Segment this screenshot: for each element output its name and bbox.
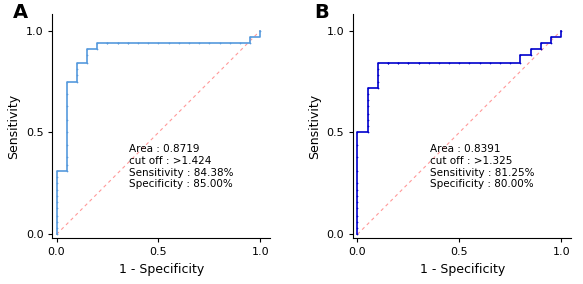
- Text: Area : 0.8391
cut off : >1.325
Sensitivity : 81.25%
Specificity : 80.00%: Area : 0.8391 cut off : >1.325 Sensitivi…: [430, 144, 534, 189]
- Y-axis label: Sensitivity: Sensitivity: [308, 94, 321, 159]
- Text: A: A: [13, 3, 29, 22]
- Text: B: B: [314, 3, 329, 22]
- X-axis label: 1 - Specificity: 1 - Specificity: [119, 263, 204, 276]
- Y-axis label: Sensitivity: Sensitivity: [7, 94, 20, 159]
- Text: Area : 0.8719
cut off : >1.424
Sensitivity : 84.38%
Specificity : 85.00%: Area : 0.8719 cut off : >1.424 Sensitivi…: [129, 144, 233, 189]
- X-axis label: 1 - Specificity: 1 - Specificity: [420, 263, 505, 276]
